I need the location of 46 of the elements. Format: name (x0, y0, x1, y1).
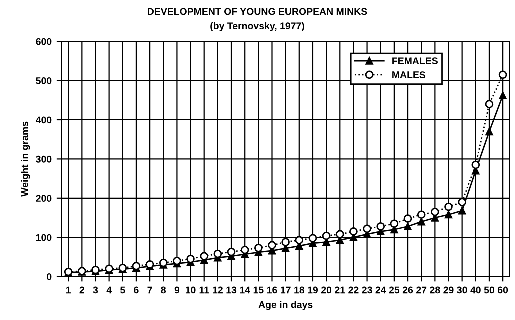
x-tick-label: 16 (267, 286, 278, 294)
x-tick-label: 7 (148, 286, 152, 294)
x-tick-label: 28 (430, 286, 440, 294)
y-tick-label: 100 (36, 234, 52, 242)
x-tick-label: 29 (444, 286, 454, 294)
x-tick-label: 40 (470, 286, 481, 294)
chart-title: DEVELOPMENT OF YOUNG EUROPEAN MINKS (148, 8, 368, 16)
x-tick-label: 26 (402, 286, 414, 294)
x-tick-label: 12 (213, 286, 223, 294)
x-tick-label: 4 (106, 286, 112, 294)
x-tick-label: 19 (308, 286, 318, 294)
y-tick-label: 600 (36, 38, 52, 46)
x-tick-label: 13 (226, 286, 237, 294)
x-tick-label: 5 (120, 286, 126, 294)
x-tick-label: 17 (281, 286, 291, 294)
x-tick-label: 22 (348, 286, 359, 294)
x-tick-label: 24 (376, 286, 386, 294)
x-tick-label: 18 (294, 286, 305, 294)
x-tick-label: 1 (66, 286, 72, 294)
x-tick-label: 27 (416, 286, 427, 294)
x-tick-label: 21 (335, 286, 346, 294)
x-axis-title: Age in days (258, 301, 313, 310)
x-tick-label: 60 (498, 286, 508, 294)
x-tick-label: 10 (186, 286, 196, 294)
x-tick-label: 3 (93, 286, 98, 294)
x-tick-label: 20 (321, 286, 332, 294)
y-tick-label: 0 (47, 274, 52, 280)
x-tick-label: 14 (240, 286, 250, 294)
y-axis-title: Weight in grams (21, 122, 30, 197)
x-tick-label: 25 (389, 286, 400, 294)
y-tick-label: 500 (36, 78, 52, 84)
x-tick-label: 2 (80, 286, 84, 294)
y-tick-label: 300 (36, 156, 52, 163)
legend-label: MALES (392, 72, 426, 78)
x-tick-label: 8 (161, 286, 166, 294)
x-tick-label: 6 (134, 286, 139, 294)
y-tick-label: 400 (36, 116, 52, 124)
x-tick-label: 50 (484, 286, 494, 294)
legend-label: FEMALES (392, 58, 438, 65)
y-tick-label: 200 (36, 195, 52, 202)
x-tick-label: 11 (200, 286, 210, 294)
x-tick-label: 15 (254, 286, 264, 294)
x-tick-label: 9 (174, 286, 180, 294)
x-tick-label: 30 (457, 286, 468, 294)
x-tick-label: 23 (362, 286, 372, 294)
chart-subtitle: (by Ternovsky, 1977) (210, 22, 304, 32)
